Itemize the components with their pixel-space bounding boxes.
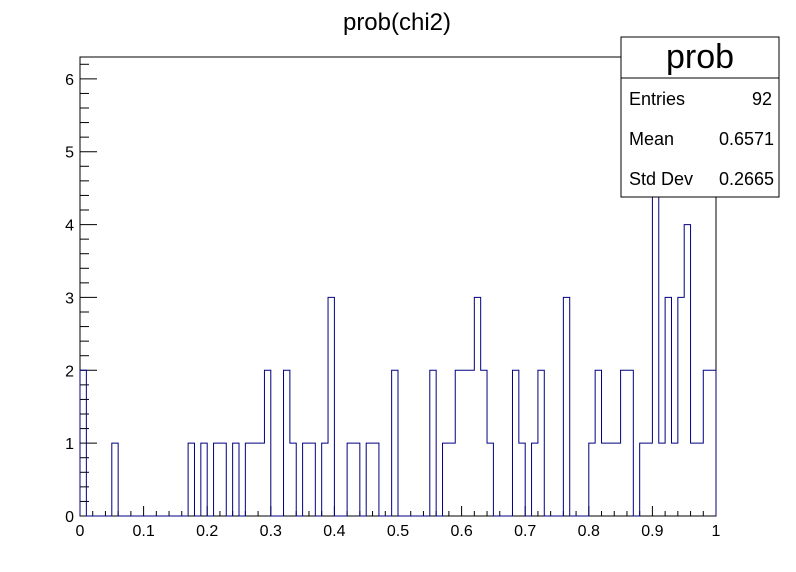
stats-box-title: prob [666, 38, 734, 76]
y-tick-label: 1 [65, 436, 74, 453]
stats-mean-label: Mean [629, 129, 674, 149]
x-tick-label: 0.2 [196, 523, 218, 540]
y-tick-label: 4 [65, 218, 74, 235]
stats-mean-value: 0.6571 [719, 129, 774, 149]
x-tick-label: 0.3 [260, 523, 282, 540]
stats-entries-value: 92 [752, 89, 772, 109]
x-tick-label: 0.6 [450, 523, 472, 540]
x-tick-label: 0.1 [132, 523, 154, 540]
stats-entries-label: Entries [629, 89, 685, 109]
x-tick-label: 1 [712, 523, 721, 540]
x-tick-label: 0.5 [387, 523, 409, 540]
stats-box-frame [620, 36, 780, 198]
stats-box: prob Entries 92 Mean 0.6571 Std Dev 0.26… [620, 36, 780, 198]
y-axis: 0 1 2 3 4 5 6 [65, 63, 97, 526]
y-tick-label: 2 [65, 363, 74, 380]
stats-stddev-label: Std Dev [629, 169, 693, 189]
y-tick-label: 0 [65, 509, 74, 526]
y-tick-label: 5 [65, 145, 74, 162]
histogram-outline [79, 151, 717, 517]
x-tick-label: 0 [76, 523, 85, 540]
histogram-series [79, 151, 717, 517]
x-tick-label: 0.9 [641, 523, 663, 540]
x-tick-label: 0.8 [578, 523, 600, 540]
x-tick-label: 0.7 [514, 523, 536, 540]
y-tick-label: 3 [65, 290, 74, 307]
x-tick-label: 0.4 [323, 523, 345, 540]
stats-stddev-value: 0.2665 [719, 169, 774, 189]
y-tick-label: 6 [65, 72, 74, 89]
chart-title: prob(chi2) [343, 9, 451, 36]
x-axis: 0 0.1 0.2 0.3 0.4 0.5 0.6 0.7 0.8 0.9 1 [76, 506, 721, 540]
